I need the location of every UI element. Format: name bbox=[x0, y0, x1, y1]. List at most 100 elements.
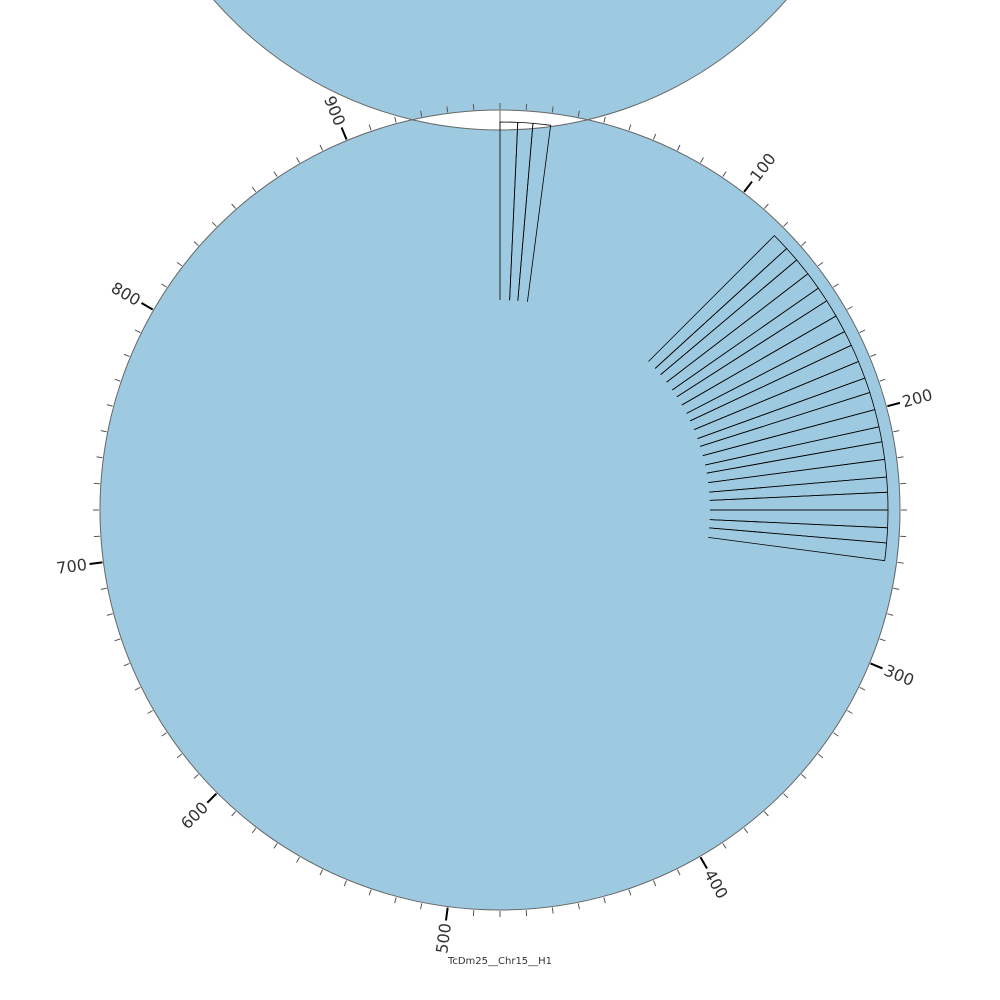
chromosome-caption: TcDm25__Chr15__H1 bbox=[447, 956, 552, 967]
minor-tick bbox=[577, 903, 580, 910]
minor-tick bbox=[628, 124, 632, 131]
minor-tick bbox=[847, 710, 853, 714]
minor-tick bbox=[887, 613, 894, 616]
minor-tick bbox=[859, 686, 866, 691]
minor-tick bbox=[817, 261, 824, 267]
minor-tick bbox=[577, 110, 580, 117]
tick-label: 600 bbox=[177, 798, 212, 833]
minor-tick bbox=[106, 404, 113, 407]
minor-tick bbox=[296, 157, 300, 163]
minor-tick bbox=[161, 283, 167, 288]
minor-tick bbox=[870, 353, 877, 358]
minor-tick bbox=[897, 456, 904, 459]
minor-tick bbox=[114, 638, 121, 642]
minor-tick bbox=[231, 203, 236, 209]
minor-tick bbox=[296, 857, 300, 863]
tick-label: 700 bbox=[55, 555, 88, 578]
minor-tick bbox=[676, 869, 681, 876]
minor-tick bbox=[801, 774, 807, 779]
minor-tick bbox=[193, 774, 199, 779]
major-tick bbox=[887, 401, 901, 408]
ideogram-layer bbox=[99, 0, 901, 911]
tick-label: 800 bbox=[108, 278, 144, 310]
minor-tick bbox=[176, 261, 183, 267]
minor-tick bbox=[368, 889, 372, 896]
minor-tick bbox=[722, 171, 727, 177]
minor-tick bbox=[106, 613, 113, 616]
histogram-layer bbox=[499, 121, 889, 562]
minor-tick bbox=[123, 353, 130, 358]
minor-tick bbox=[100, 430, 107, 433]
minor-tick bbox=[368, 124, 372, 131]
minor-tick bbox=[161, 732, 167, 737]
tick-label: 500 bbox=[432, 922, 455, 955]
major-tick bbox=[870, 662, 883, 670]
tick-label: 200 bbox=[900, 385, 934, 411]
minor-tick bbox=[833, 732, 839, 737]
minor-tick bbox=[251, 186, 257, 193]
minor-tick bbox=[847, 306, 853, 310]
tick-label: 900 bbox=[320, 93, 349, 128]
minor-tick bbox=[96, 456, 103, 459]
minor-tick bbox=[319, 144, 324, 151]
minor-tick bbox=[176, 753, 183, 759]
minor-tick bbox=[551, 907, 554, 914]
minor-tick bbox=[603, 897, 606, 904]
minor-tick bbox=[897, 561, 904, 564]
major-tick bbox=[743, 180, 753, 193]
minor-tick bbox=[420, 903, 423, 910]
minor-tick bbox=[343, 880, 348, 887]
minor-tick bbox=[628, 889, 632, 896]
minor-tick bbox=[147, 710, 153, 714]
minor-tick bbox=[273, 171, 278, 177]
minor-tick bbox=[676, 144, 681, 151]
major-tick bbox=[340, 127, 348, 140]
minor-tick bbox=[879, 638, 886, 642]
minor-tick bbox=[134, 686, 141, 691]
minor-tick bbox=[764, 811, 769, 817]
minor-tick bbox=[420, 110, 423, 117]
histogram-bin bbox=[708, 527, 888, 562]
minor-tick bbox=[833, 283, 839, 288]
minor-tick bbox=[722, 843, 727, 849]
minor-tick bbox=[764, 203, 769, 209]
minor-tick bbox=[114, 378, 121, 382]
minor-tick bbox=[859, 329, 866, 334]
major-tick bbox=[444, 907, 449, 921]
minor-tick bbox=[193, 241, 199, 246]
minor-tick bbox=[123, 662, 130, 667]
minor-tick bbox=[893, 430, 900, 433]
minor-tick bbox=[743, 827, 749, 834]
tick-label: 300 bbox=[881, 661, 916, 690]
minor-tick bbox=[801, 241, 807, 246]
major-tick bbox=[206, 792, 218, 804]
minor-tick bbox=[783, 793, 789, 799]
minor-tick bbox=[319, 869, 324, 876]
minor-tick bbox=[652, 880, 657, 887]
tick-label: 400 bbox=[700, 866, 732, 902]
minor-tick bbox=[100, 587, 107, 590]
histogram-bin bbox=[517, 122, 552, 302]
minor-tick bbox=[251, 827, 257, 834]
minor-tick bbox=[211, 221, 217, 227]
minor-tick bbox=[700, 157, 704, 163]
major-tick bbox=[140, 302, 154, 311]
major-tick bbox=[699, 856, 708, 870]
minor-tick bbox=[446, 106, 449, 113]
minor-tick bbox=[893, 587, 900, 590]
minor-tick bbox=[551, 106, 554, 113]
minor-tick bbox=[879, 378, 886, 382]
major-tick bbox=[89, 561, 103, 566]
minor-tick bbox=[394, 897, 397, 904]
minor-tick bbox=[817, 753, 824, 759]
minor-tick bbox=[783, 221, 789, 227]
minor-tick bbox=[652, 133, 657, 140]
minor-tick bbox=[231, 811, 236, 817]
minor-tick bbox=[134, 329, 141, 334]
minor-tick bbox=[273, 843, 278, 849]
minor-tick bbox=[603, 116, 606, 123]
ideogram-band bbox=[99, 0, 901, 911]
tick-label: 100 bbox=[746, 149, 780, 185]
minor-tick bbox=[394, 116, 397, 123]
